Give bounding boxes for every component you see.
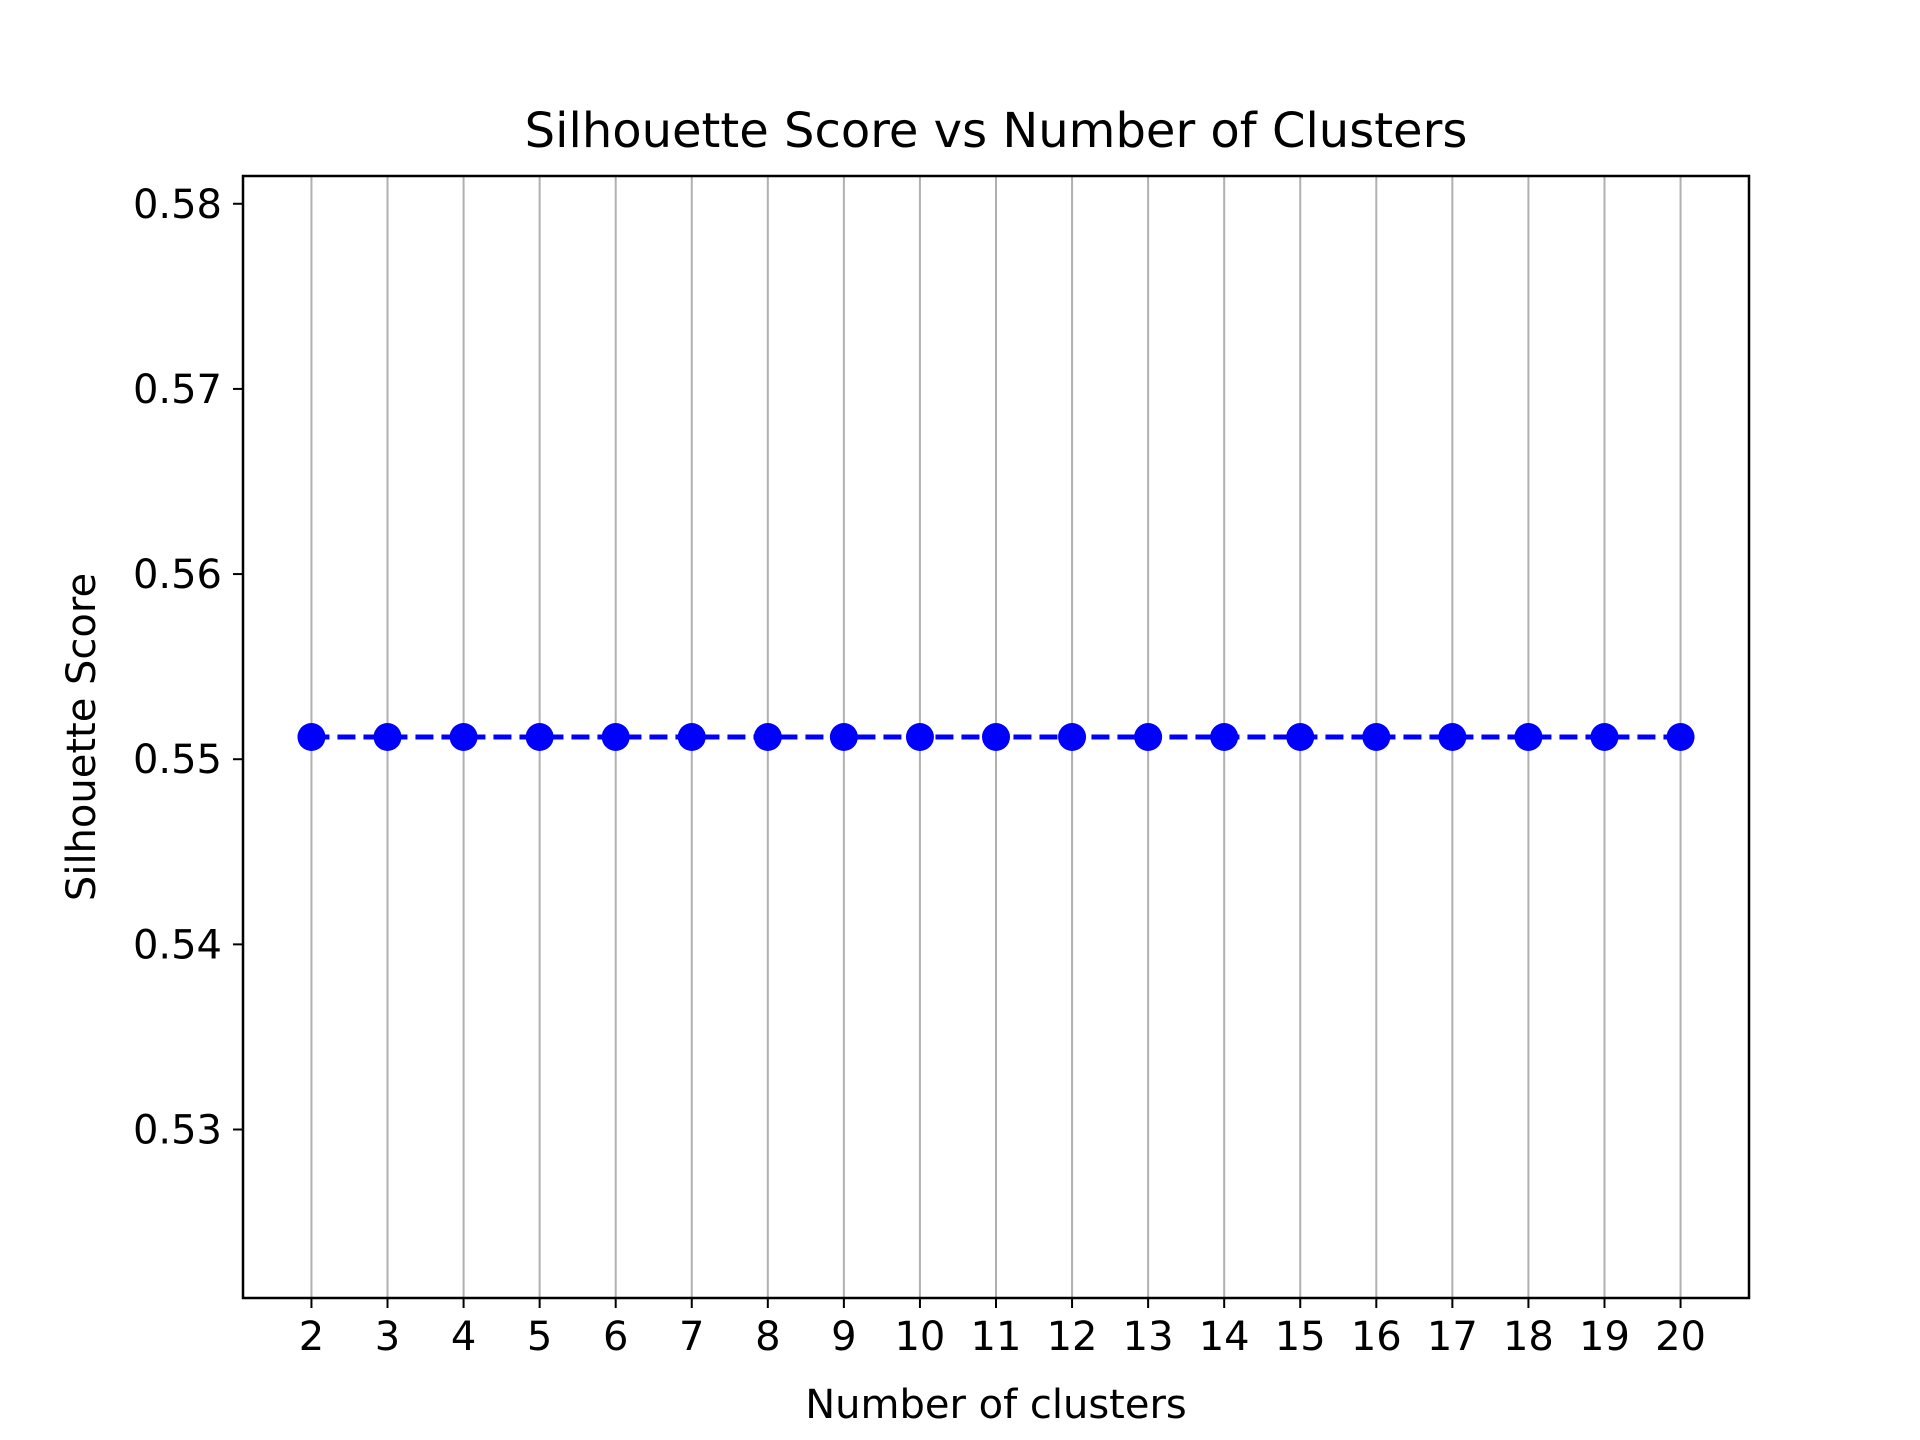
y-tick-label: 0.57	[133, 367, 222, 413]
y-axis-label: Silhouette Score	[59, 573, 105, 901]
data-point	[1438, 723, 1467, 751]
data-point	[1666, 723, 1695, 751]
y-tick-label: 0.55	[133, 737, 222, 783]
data-point	[982, 723, 1010, 751]
data-point	[1362, 723, 1391, 751]
x-tick-label: 11	[971, 1314, 1022, 1360]
y-tick-label: 0.53	[133, 1108, 222, 1154]
x-tick-label: 2	[299, 1314, 324, 1360]
data-point	[1590, 723, 1619, 751]
data-point	[1210, 723, 1239, 751]
x-tick-label: 6	[603, 1314, 628, 1360]
data-point	[1134, 723, 1163, 751]
x-tick-label: 14	[1199, 1314, 1250, 1360]
x-tick-label: 17	[1427, 1314, 1478, 1360]
x-tick-label: 13	[1123, 1314, 1174, 1360]
data-point	[1286, 723, 1315, 751]
x-tick-label: 15	[1275, 1314, 1326, 1360]
x-tick-label: 12	[1047, 1314, 1098, 1360]
x-tick-label: 3	[375, 1314, 400, 1360]
data-point	[525, 723, 554, 751]
data-point	[1514, 723, 1543, 751]
data-point	[601, 723, 630, 751]
x-tick-label: 9	[831, 1314, 856, 1360]
x-tick-label: 19	[1579, 1314, 1630, 1360]
data-point	[829, 723, 858, 751]
x-axis-label: Number of clusters	[805, 1382, 1187, 1428]
y-axis-ticks: 0.53 0.54 0.55 0.56 0.57 0.58	[133, 182, 243, 1154]
data-point	[905, 723, 934, 751]
x-tick-label: 8	[755, 1314, 780, 1360]
x-tick-label: 18	[1503, 1314, 1554, 1360]
y-tick-label: 0.56	[133, 552, 222, 598]
series-layer	[297, 723, 1695, 751]
x-tick-label: 5	[527, 1314, 552, 1360]
data-point	[753, 723, 782, 751]
data-point	[449, 723, 478, 751]
data-point	[677, 723, 706, 751]
x-tick-label: 16	[1351, 1314, 1402, 1360]
x-tick-label: 7	[679, 1314, 704, 1360]
x-tick-label: 20	[1655, 1314, 1706, 1360]
data-point	[297, 723, 326, 751]
data-point	[1058, 723, 1087, 751]
y-tick-label: 0.54	[133, 922, 222, 968]
data-point	[373, 723, 402, 751]
x-tick-label: 4	[451, 1314, 476, 1360]
x-tick-label: 10	[894, 1314, 945, 1360]
y-tick-label: 0.58	[133, 182, 222, 228]
chart-title: Silhouette Score vs Number of Clusters	[525, 103, 1468, 159]
x-axis-ticks: 2 3 4 5 6 7 8 9 10 11 12 13 14 15 16 17 18 19 20	[299, 1298, 1706, 1360]
